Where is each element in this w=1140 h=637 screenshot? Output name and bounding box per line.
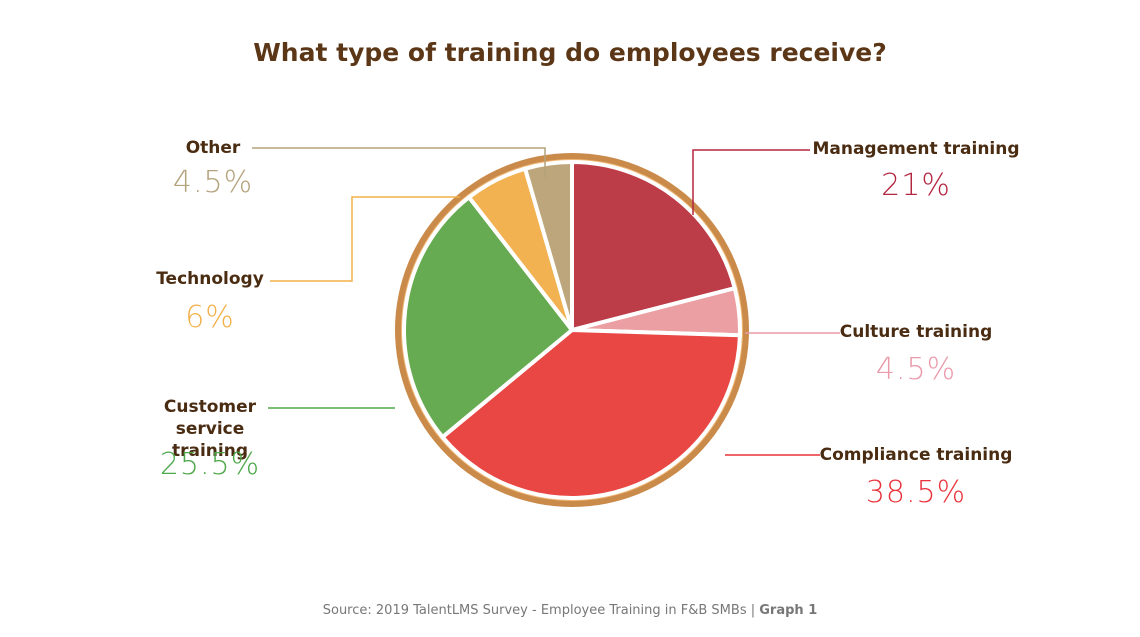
value-label: 38.5% [865, 475, 967, 510]
leader-line [270, 196, 460, 282]
slice-label: Technology [156, 269, 264, 289]
source-text: Source: 2019 TalentLMS Survey - Employee… [322, 603, 756, 618]
value-label: 4.5% [172, 165, 254, 200]
leader-line [692, 149, 810, 215]
source-label: Graph 1 [759, 603, 818, 618]
slice-label: Management training [812, 139, 1020, 159]
leader-line [252, 147, 546, 178]
slice-label: Compliance training [819, 445, 1013, 465]
value-label: 21% [881, 168, 951, 203]
pie-slice [402, 194, 575, 440]
value-label: 4.5% [875, 352, 957, 387]
source: Source: 2019 TalentLMS Survey - Employee… [0, 603, 1140, 618]
value-label: 25.5% [159, 447, 261, 482]
pie-slice [439, 327, 742, 500]
value-label: 6% [185, 300, 235, 335]
slice-label: Culture training [839, 322, 993, 342]
slice-label: Customer service training [163, 397, 257, 461]
slice-label: Other [185, 138, 241, 158]
chart-title: What type of training do employees recei… [253, 38, 887, 67]
pie-slice [570, 159, 738, 333]
pie-slice [522, 159, 574, 331]
